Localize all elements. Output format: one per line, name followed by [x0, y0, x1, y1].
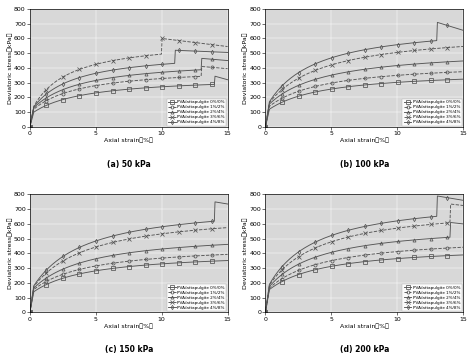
Text: (c) 150 kPa: (c) 150 kPa	[105, 345, 153, 355]
Text: (d) 200 kPa: (d) 200 kPa	[340, 345, 389, 355]
X-axis label: Axial strain（%）: Axial strain（%）	[104, 138, 153, 143]
Legend: PVA/attapulgite 0%/0%, PVA/attapulgite 1%/2%, PVA/attapulgite 2%/4%, PVA/attapul: PVA/attapulgite 0%/0%, PVA/attapulgite 1…	[402, 99, 462, 126]
X-axis label: Axial strain（%）: Axial strain（%）	[104, 323, 153, 329]
Text: (b) 100 kPa: (b) 100 kPa	[340, 160, 389, 169]
Y-axis label: Deviatoric stress（kPa）: Deviatoric stress（kPa）	[243, 218, 248, 289]
X-axis label: Axial strain（%）: Axial strain（%）	[340, 138, 389, 143]
Y-axis label: Deviatoric stress（kPa）: Deviatoric stress（kPa）	[243, 32, 248, 104]
Y-axis label: Deviatoric stress（kPa）: Deviatoric stress（kPa）	[7, 32, 12, 104]
Text: (a) 50 kPa: (a) 50 kPa	[107, 160, 151, 169]
Legend: PVA/attapulgite 0%/0%, PVA/attapulgite 1%/2%, PVA/attapulgite 2%/4%, PVA/attapul: PVA/attapulgite 0%/0%, PVA/attapulgite 1…	[402, 284, 462, 311]
Legend: PVA/attapulgite 0%/0%, PVA/attapulgite 1%/2%, PVA/attapulgite 2%/4%, PVA/attapul: PVA/attapulgite 0%/0%, PVA/attapulgite 1…	[167, 99, 226, 126]
Legend: PVA/attapulgite 0%/0%, PVA/attapulgite 1%/2%, PVA/attapulgite 2%/4%, PVA/attapul: PVA/attapulgite 0%/0%, PVA/attapulgite 1…	[167, 284, 226, 311]
Y-axis label: Deviatoric stress（kPa）: Deviatoric stress（kPa）	[7, 218, 12, 289]
X-axis label: Axial strain（%）: Axial strain（%）	[340, 323, 389, 329]
